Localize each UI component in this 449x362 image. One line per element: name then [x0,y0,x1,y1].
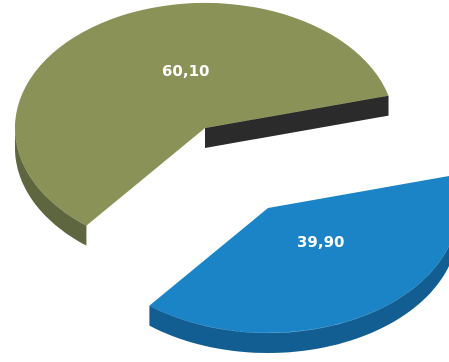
slice-top-39-90 [149,176,449,333]
data-label: 39,90 [297,233,344,251]
data-label: 60,10 [162,62,209,80]
slice-top-60-10 [14,2,389,226]
slice-side-wall [149,245,449,353]
slice-cut-face [205,95,389,148]
slice-side-wall [15,126,87,246]
